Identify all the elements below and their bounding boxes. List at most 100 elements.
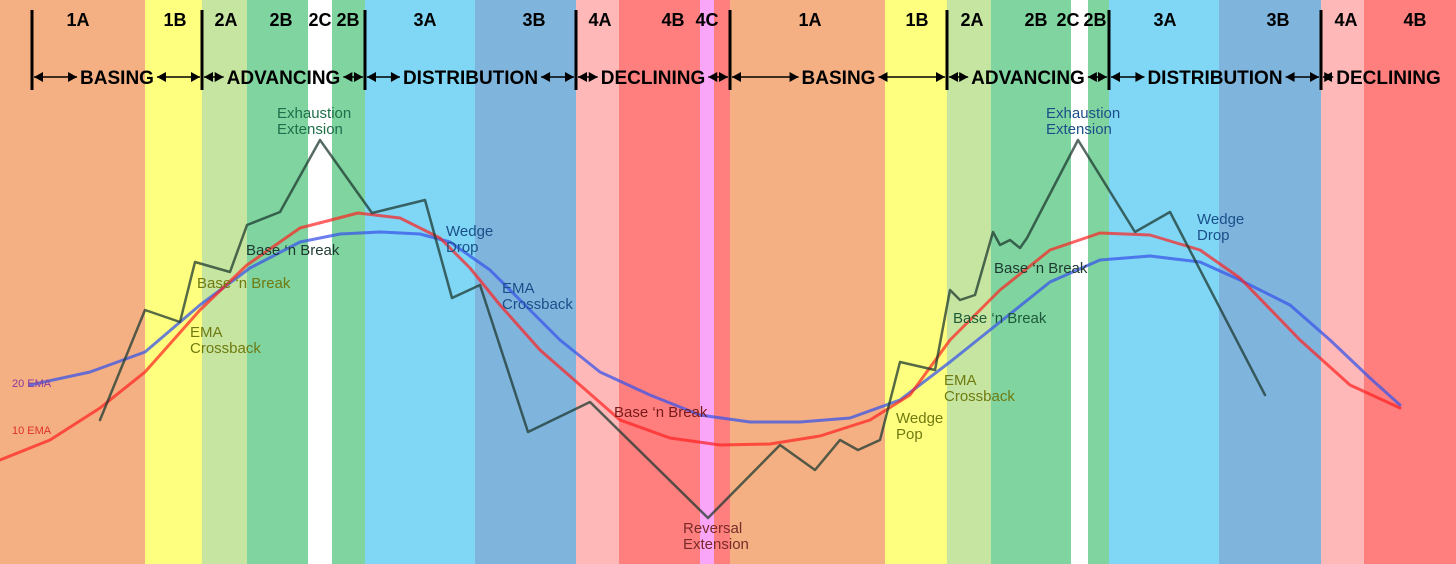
arrow-head — [719, 72, 728, 82]
arrow-head — [878, 72, 888, 82]
stage-band — [145, 0, 202, 564]
annotation: Crossback — [944, 388, 1015, 405]
arrow-head — [1285, 72, 1295, 82]
stage-band — [202, 0, 247, 564]
arrow-head — [708, 72, 718, 82]
arrow-head — [949, 72, 958, 82]
annotation: EMA — [944, 372, 977, 389]
annotation: Pop — [896, 426, 923, 443]
annotation: Base ‘n Break — [246, 242, 340, 259]
arrow-head — [68, 72, 78, 82]
stage-band — [991, 0, 1071, 564]
stage-band — [475, 0, 576, 564]
stage-band — [1071, 0, 1088, 564]
arrow-head — [565, 72, 574, 82]
arrow-head — [732, 72, 741, 82]
annotation: Reversal — [683, 520, 742, 537]
labels: 1A 1B 2A 2B 2C 2B 3A 3B 4A 4B 4C 1A 1B 2A 2B 2C 2B 3A 3B 4A… — [12, 10, 1441, 553]
annotation: Extension — [277, 121, 343, 138]
arrow-head — [1310, 72, 1319, 82]
ema-20-line — [28, 230, 1402, 424]
annotation: Wedge — [1197, 211, 1244, 228]
arrow-head — [367, 72, 376, 82]
ema-10-line — [0, 211, 1402, 462]
stage-label: 2B — [269, 10, 292, 30]
stage-band — [1219, 0, 1321, 564]
stage-label: 4A — [588, 10, 611, 30]
annotation: Drop — [1197, 227, 1230, 244]
annotation: Base ‘n Break — [614, 404, 708, 421]
phase-label: DECLINING — [601, 68, 706, 89]
arrow-head — [354, 72, 363, 82]
stage-band — [947, 0, 991, 564]
stage-label: 1B — [163, 10, 186, 30]
annotation: Drop — [446, 239, 479, 256]
ema-label: 20 EMA — [12, 378, 52, 390]
arrow-head — [204, 72, 213, 82]
arrow-head — [588, 72, 598, 82]
stage-label: 1A — [66, 10, 89, 30]
annotation: Crossback — [190, 340, 261, 357]
stage-band — [885, 0, 947, 564]
annotation: Exhaustion — [277, 105, 351, 122]
annotation: Extension — [1046, 121, 1112, 138]
arrow-head — [936, 72, 945, 82]
arrow-head — [578, 72, 587, 82]
stage-label: 4B — [1403, 10, 1426, 30]
stage-band — [1088, 0, 1109, 564]
stage-label: 2A — [214, 10, 237, 30]
arrow-head — [959, 72, 969, 82]
stage-band — [1364, 0, 1456, 564]
stage-label: 3B — [522, 10, 545, 30]
stage-band — [365, 0, 475, 564]
stage-label: 2B — [1024, 10, 1047, 30]
stage-label: 4C — [695, 10, 718, 30]
price-line — [98, 138, 1267, 520]
stage-band — [576, 0, 619, 564]
stage-band — [714, 0, 730, 564]
arrow-head — [1324, 72, 1334, 82]
phase-label: DISTRIBUTION — [403, 68, 538, 89]
arrow-head — [789, 72, 799, 82]
annotation: Wedge — [896, 410, 943, 427]
stage-label: 3A — [413, 10, 436, 30]
stage-label: 1A — [798, 10, 821, 30]
annotation: Wedge — [446, 223, 493, 240]
arrow-head — [1087, 72, 1097, 82]
arrow-head — [541, 72, 551, 82]
annotation: Crossback — [502, 296, 573, 313]
arrow-head — [1135, 72, 1145, 82]
stage-label: 2B — [1083, 10, 1106, 30]
arrow-head — [1098, 72, 1107, 82]
annotation: EMA — [190, 324, 223, 341]
ema-label: 10 EMA — [12, 425, 52, 437]
stage-label: 2C — [308, 10, 331, 30]
stage-band — [247, 0, 308, 564]
annotation: EMA — [502, 280, 535, 297]
arrow-head — [390, 72, 400, 82]
stage-band — [308, 0, 332, 564]
price-lines — [0, 138, 1402, 520]
stage-label: 2C — [1056, 10, 1079, 30]
arrow-head — [34, 72, 43, 82]
annotation: Exhaustion — [1046, 105, 1120, 122]
phase-label: ADVANCING — [227, 68, 341, 89]
arrow-head — [214, 72, 224, 82]
stage-label: 1B — [905, 10, 928, 30]
arrow-head — [191, 72, 200, 82]
stage-label: 3A — [1153, 10, 1176, 30]
arrow-head — [343, 72, 353, 82]
stage-band — [0, 0, 145, 564]
annotation: Base ‘n Break — [953, 310, 1047, 327]
stage-band — [700, 0, 714, 564]
phase-label: DISTRIBUTION — [1147, 68, 1282, 89]
stage-band — [1321, 0, 1364, 564]
phase-label: BASING — [80, 68, 154, 89]
annotation: Base ‘n Break — [994, 260, 1088, 277]
phase-label: BASING — [802, 68, 876, 89]
stage-label: 2A — [960, 10, 983, 30]
phase-label: DECLINING — [1336, 68, 1441, 89]
annotation: Extension — [683, 536, 749, 553]
